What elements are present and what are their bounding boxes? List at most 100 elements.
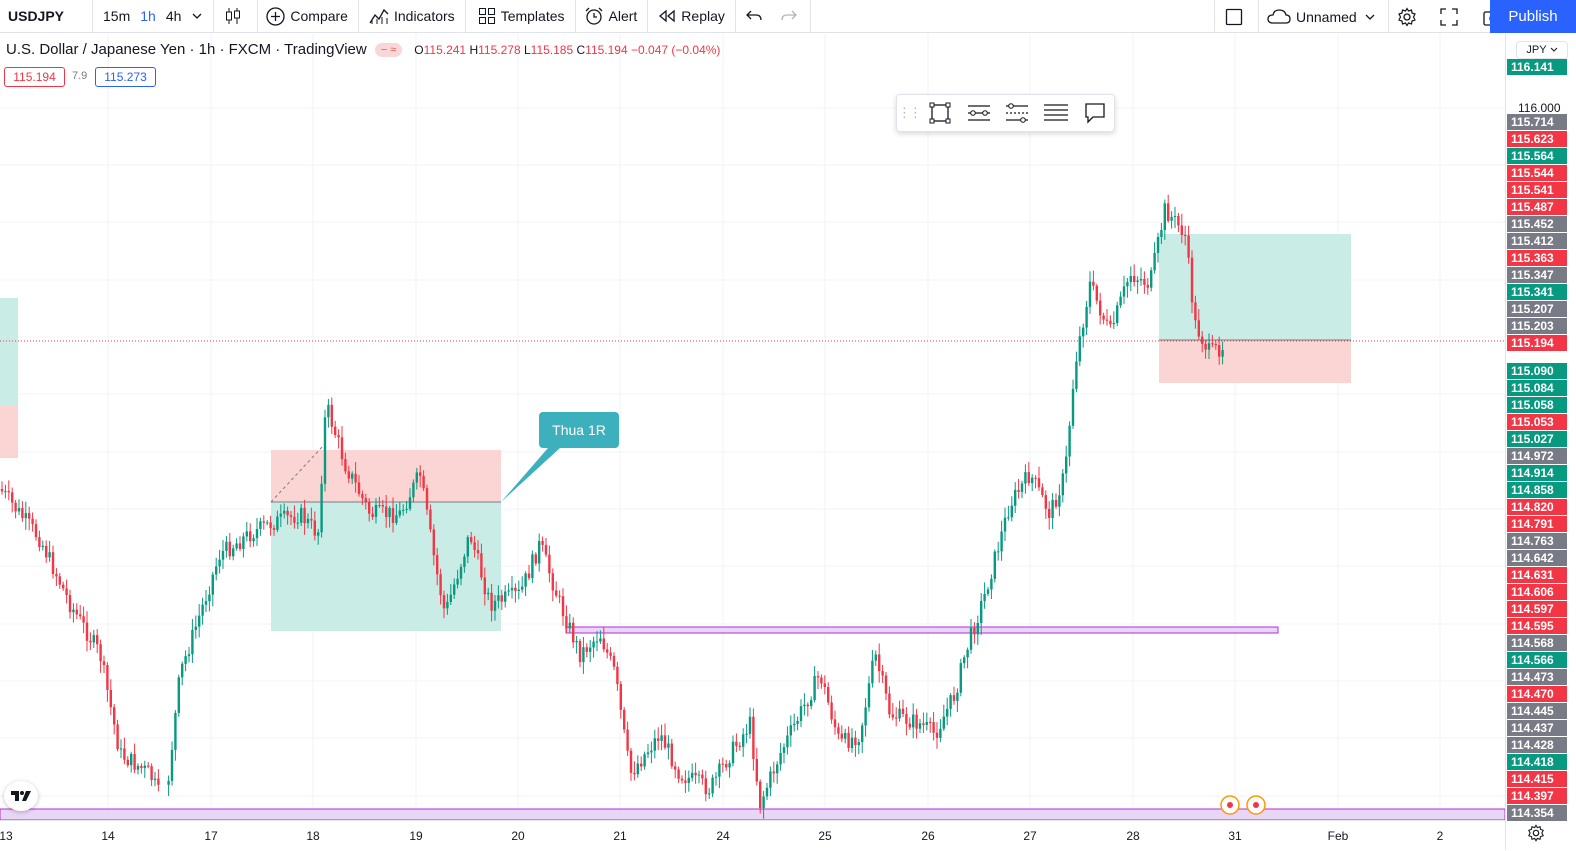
candle-body bbox=[867, 683, 871, 708]
candle-body bbox=[211, 574, 214, 595]
time-axis[interactable]: 13 14 17 18 19 20 21 24 25 26 27 28 31 Feb 2 bbox=[0, 820, 1505, 851]
candle-body bbox=[38, 537, 41, 547]
line-style-tool[interactable] bbox=[1037, 102, 1076, 124]
candle-body bbox=[191, 629, 194, 655]
candle-body bbox=[1034, 477, 1037, 479]
candle-body bbox=[735, 741, 738, 746]
candle-body bbox=[242, 536, 245, 549]
candle-body bbox=[830, 702, 833, 720]
templates-button[interactable]: Templates bbox=[466, 0, 575, 33]
axis-settings-button[interactable] bbox=[1527, 824, 1545, 847]
indicators-button[interactable]: Indicators bbox=[359, 0, 465, 33]
undo-button[interactable] bbox=[736, 0, 773, 33]
close-value: 115.194 bbox=[585, 42, 628, 57]
candle-body bbox=[347, 471, 350, 479]
time-tick-label: Feb bbox=[1327, 829, 1349, 843]
candle-body bbox=[691, 772, 694, 778]
alert-button[interactable]: Alert bbox=[576, 0, 648, 33]
time-tick-label: 14 bbox=[101, 829, 115, 843]
candle-body bbox=[803, 704, 806, 707]
candle-body bbox=[997, 551, 1000, 553]
buy-button[interactable]: 115.273 bbox=[95, 67, 156, 87]
price-label: 115.194 bbox=[1507, 335, 1567, 351]
candle-body bbox=[1078, 336, 1081, 362]
candle-body bbox=[585, 647, 588, 652]
rectangle-tool[interactable] bbox=[921, 102, 960, 124]
candle-body bbox=[184, 656, 187, 664]
candle-body bbox=[466, 537, 469, 557]
candle-body bbox=[541, 541, 544, 545]
candle-body bbox=[915, 714, 918, 729]
y-tick-label: 116.000 bbox=[1518, 101, 1561, 115]
candle-body bbox=[514, 587, 517, 591]
candle-body bbox=[381, 505, 384, 507]
chart-type-button[interactable] bbox=[214, 0, 257, 33]
candle-body bbox=[201, 604, 204, 616]
candle-body bbox=[1024, 472, 1027, 484]
candle-body bbox=[1187, 235, 1190, 258]
spread-value: 7.9 bbox=[72, 70, 88, 82]
interval-dropdown[interactable] bbox=[186, 0, 213, 33]
tradingview-logo[interactable] bbox=[4, 781, 38, 811]
candle-body bbox=[565, 616, 568, 629]
callout-note[interactable]: Thua 1R bbox=[539, 412, 619, 448]
candle-body bbox=[470, 537, 473, 543]
compare-button[interactable]: Compare bbox=[258, 0, 358, 33]
short-position-tool[interactable] bbox=[998, 102, 1037, 124]
candle-body bbox=[1044, 495, 1047, 509]
candle-body bbox=[1082, 327, 1085, 337]
candle-body bbox=[578, 640, 582, 663]
fullscreen-layout-button[interactable] bbox=[1215, 0, 1258, 33]
candle-body bbox=[1105, 319, 1109, 321]
price-chart[interactable] bbox=[0, 34, 1505, 820]
price-axis[interactable]: JPY 116.000 116.141 115.714 115.623 115.564… bbox=[1505, 34, 1576, 850]
interval-1h[interactable]: 1h bbox=[140, 8, 156, 24]
candle-body bbox=[629, 750, 633, 773]
layout-name-button[interactable]: Unnamed bbox=[1259, 0, 1388, 33]
publish-button[interactable]: Publish bbox=[1490, 0, 1576, 33]
settings-button[interactable] bbox=[1389, 0, 1430, 33]
candle-body bbox=[1068, 425, 1071, 457]
candle-body bbox=[422, 475, 425, 489]
long-position-tool[interactable] bbox=[959, 102, 998, 124]
candle-body bbox=[551, 573, 554, 591]
candle-body bbox=[772, 771, 775, 774]
drag-handle-icon[interactable]: ⋮⋮ bbox=[897, 105, 922, 120]
candle-body bbox=[1133, 276, 1136, 283]
candle-body bbox=[415, 472, 418, 483]
replay-button[interactable]: Replay bbox=[648, 0, 735, 33]
candle-body bbox=[1031, 477, 1034, 484]
price-label: 115.412 bbox=[1507, 233, 1567, 249]
add-text-tool[interactable] bbox=[1075, 102, 1114, 124]
candle-body bbox=[1156, 236, 1160, 253]
redo-button[interactable] bbox=[773, 0, 810, 33]
price-label: 115.487 bbox=[1507, 199, 1567, 215]
candle-body bbox=[1071, 388, 1075, 426]
candle-body bbox=[249, 531, 252, 542]
high-label: H bbox=[469, 42, 479, 57]
interval-15m[interactable]: 15m bbox=[103, 8, 131, 24]
interval-4h[interactable]: 4h bbox=[165, 8, 182, 24]
candle-body bbox=[674, 766, 677, 770]
candle-body bbox=[51, 552, 55, 575]
symbol-description[interactable]: U.S. Dollar / Japanese Yen · 1h · FXCM ·… bbox=[6, 41, 367, 58]
candle-body bbox=[1027, 472, 1030, 484]
market-status-badge[interactable]: − ≈ bbox=[374, 42, 403, 57]
price-label: 115.058 bbox=[1507, 397, 1567, 413]
fullscreen-button[interactable] bbox=[1430, 0, 1473, 33]
candle-body bbox=[34, 524, 38, 538]
candle-body bbox=[684, 780, 687, 783]
price-label: 114.568 bbox=[1507, 635, 1567, 651]
symbol-search[interactable]: USDJPY bbox=[8, 8, 65, 24]
candle-body bbox=[806, 704, 809, 707]
candle-body bbox=[24, 513, 27, 519]
candle-body bbox=[279, 513, 282, 517]
candle-body bbox=[568, 622, 571, 629]
sell-button[interactable]: 115.194 bbox=[4, 67, 65, 87]
candle-body bbox=[7, 491, 10, 493]
time-tick-label: 24 bbox=[716, 829, 730, 843]
candle-body bbox=[755, 758, 758, 782]
candle-body bbox=[745, 733, 748, 735]
currency-selector[interactable]: JPY bbox=[1516, 41, 1568, 59]
event-marker-dot bbox=[1227, 802, 1233, 808]
